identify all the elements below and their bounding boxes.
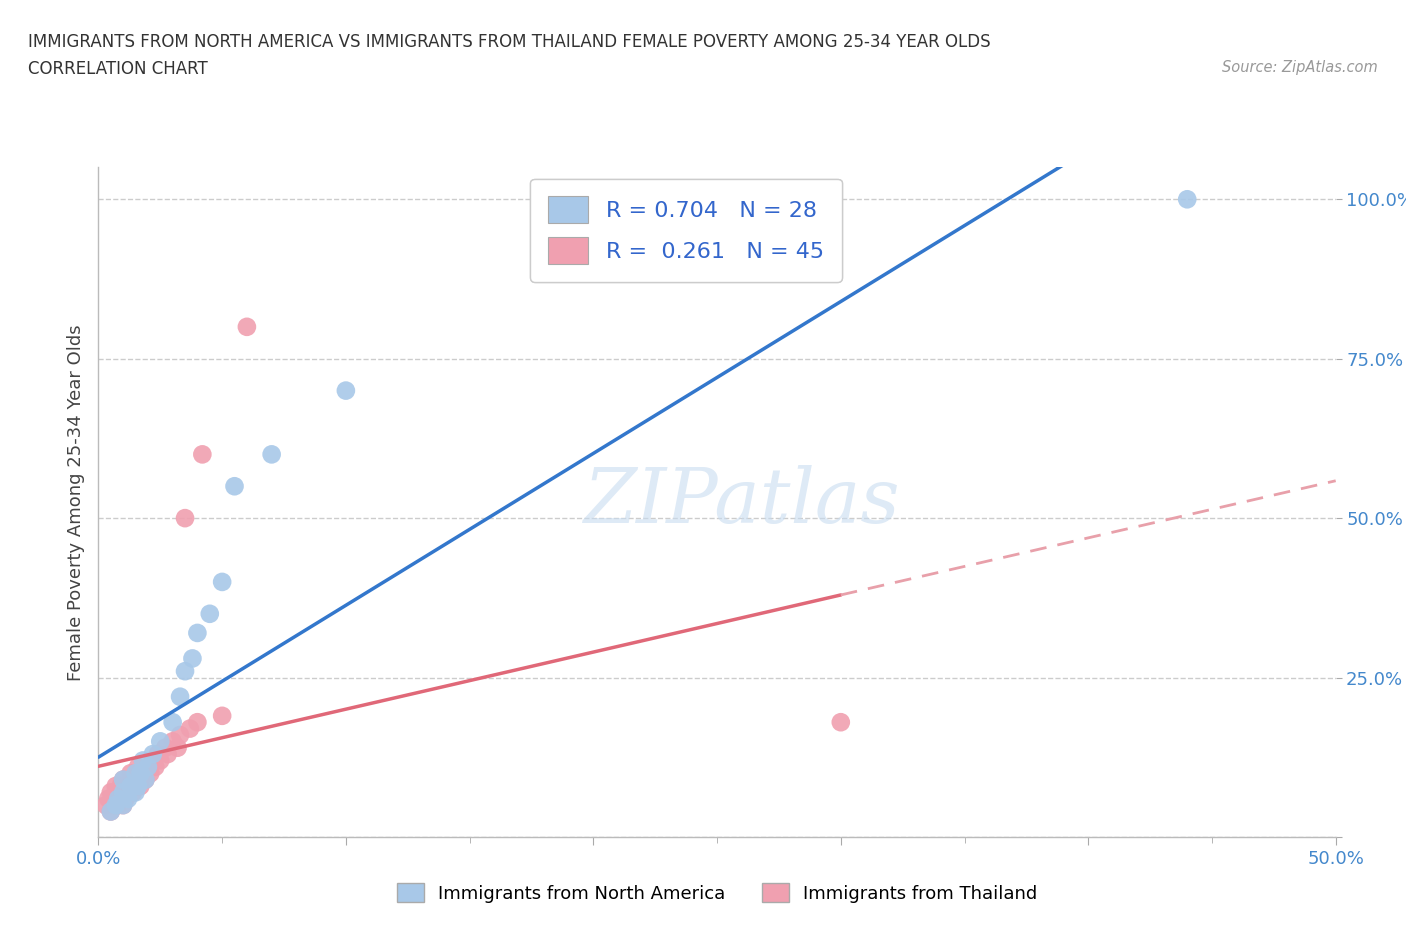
Point <box>162 734 184 749</box>
Point <box>1175 192 1198 206</box>
Point <box>112 772 135 787</box>
Text: ZIPatlas: ZIPatlas <box>583 465 900 539</box>
Point <box>211 709 233 724</box>
Point <box>132 753 155 768</box>
Point <box>149 753 172 768</box>
Point <box>124 785 146 800</box>
Point <box>117 785 139 800</box>
Point <box>107 785 129 800</box>
Point <box>114 778 136 793</box>
Point <box>127 778 149 793</box>
Point <box>136 760 159 775</box>
Point <box>174 511 197 525</box>
Point <box>94 798 117 813</box>
Point <box>156 747 179 762</box>
Point <box>129 765 152 780</box>
Point <box>112 785 135 800</box>
Point <box>100 785 122 800</box>
Point <box>112 772 135 787</box>
Point <box>143 760 166 775</box>
Point <box>162 715 184 730</box>
Point <box>146 747 169 762</box>
Point <box>179 721 201 736</box>
Point <box>181 651 204 666</box>
Point <box>107 798 129 813</box>
Point <box>127 772 149 787</box>
Point <box>198 606 221 621</box>
Point <box>830 715 852 730</box>
Legend: R = 0.704   N = 28, R =  0.261   N = 45: R = 0.704 N = 28, R = 0.261 N = 45 <box>530 179 842 282</box>
Point <box>107 791 129 806</box>
Point <box>127 760 149 775</box>
Point <box>174 664 197 679</box>
Point <box>103 798 125 813</box>
Point <box>122 772 145 787</box>
Point <box>129 778 152 793</box>
Point <box>112 798 135 813</box>
Point <box>155 740 177 755</box>
Point <box>104 791 127 806</box>
Point <box>122 785 145 800</box>
Point <box>112 785 135 800</box>
Point <box>211 575 233 590</box>
Point <box>120 778 142 793</box>
Point <box>124 778 146 793</box>
Point <box>112 798 135 813</box>
Text: IMMIGRANTS FROM NORTH AMERICA VS IMMIGRANTS FROM THAILAND FEMALE POVERTY AMONG 2: IMMIGRANTS FROM NORTH AMERICA VS IMMIGRA… <box>28 33 991 50</box>
Point <box>335 383 357 398</box>
Text: Source: ZipAtlas.com: Source: ZipAtlas.com <box>1222 60 1378 75</box>
Point <box>120 765 142 780</box>
Point <box>97 791 120 806</box>
Point <box>169 727 191 742</box>
Point <box>132 765 155 780</box>
Point <box>120 778 142 793</box>
Point <box>110 791 132 806</box>
Point <box>124 765 146 780</box>
Point <box>169 689 191 704</box>
Point <box>186 715 208 730</box>
Point <box>100 804 122 819</box>
Point <box>191 447 214 462</box>
Point <box>142 753 165 768</box>
Point <box>110 778 132 793</box>
Point <box>166 740 188 755</box>
Point <box>104 778 127 793</box>
Point <box>186 626 208 641</box>
Y-axis label: Female Poverty Among 25-34 Year Olds: Female Poverty Among 25-34 Year Olds <box>66 324 84 681</box>
Point <box>260 447 283 462</box>
Point <box>149 734 172 749</box>
Point <box>139 765 162 780</box>
Point <box>236 319 259 334</box>
Point <box>100 804 122 819</box>
Point <box>134 772 156 787</box>
Point <box>114 791 136 806</box>
Legend: Immigrants from North America, Immigrants from Thailand: Immigrants from North America, Immigrant… <box>388 874 1046 911</box>
Point <box>117 791 139 806</box>
Point <box>104 798 127 813</box>
Point <box>142 747 165 762</box>
Text: CORRELATION CHART: CORRELATION CHART <box>28 60 208 78</box>
Point <box>134 772 156 787</box>
Point <box>136 760 159 775</box>
Point <box>224 479 246 494</box>
